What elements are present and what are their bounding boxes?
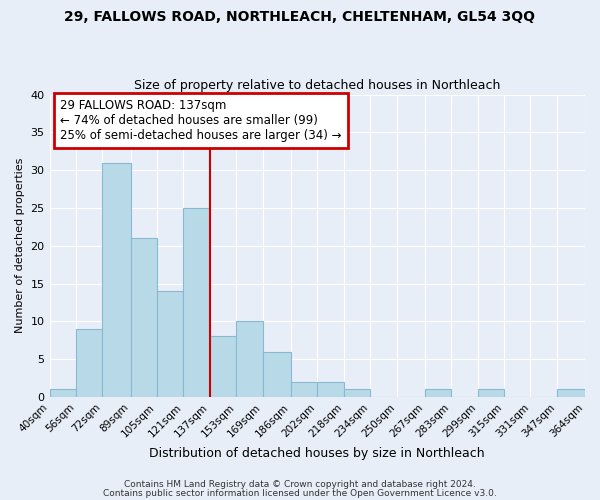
Bar [425, 390, 451, 397]
Bar [131, 238, 157, 397]
Bar [50, 390, 76, 397]
Text: Contains HM Land Registry data © Crown copyright and database right 2024.: Contains HM Land Registry data © Crown c… [124, 480, 476, 489]
Bar [103, 162, 131, 397]
Bar [236, 322, 263, 397]
Title: Size of property relative to detached houses in Northleach: Size of property relative to detached ho… [134, 79, 500, 92]
Bar [184, 208, 210, 397]
Bar [263, 352, 291, 397]
Bar [210, 336, 236, 397]
Bar [291, 382, 317, 397]
Bar [157, 291, 184, 397]
Text: 29, FALLOWS ROAD, NORTHLEACH, CHELTENHAM, GL54 3QQ: 29, FALLOWS ROAD, NORTHLEACH, CHELTENHAM… [65, 10, 536, 24]
Bar [317, 382, 344, 397]
Bar [478, 390, 504, 397]
X-axis label: Distribution of detached houses by size in Northleach: Distribution of detached houses by size … [149, 447, 485, 460]
Bar [76, 329, 103, 397]
Bar [344, 390, 370, 397]
Text: Contains public sector information licensed under the Open Government Licence v3: Contains public sector information licen… [103, 488, 497, 498]
Y-axis label: Number of detached properties: Number of detached properties [15, 158, 25, 334]
Text: 29 FALLOWS ROAD: 137sqm
← 74% of detached houses are smaller (99)
25% of semi-de: 29 FALLOWS ROAD: 137sqm ← 74% of detache… [60, 99, 342, 142]
Bar [557, 390, 585, 397]
